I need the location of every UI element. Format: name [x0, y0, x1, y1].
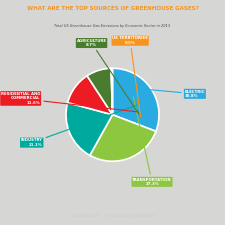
Wedge shape: [87, 68, 112, 115]
Wedge shape: [111, 68, 112, 115]
Text: ⌓ @CLIMATEREALITY      f  FACEBOOK.COM/CLIMATEREALITY: ⌓ @CLIMATEREALITY f FACEBOOK.COM/CLIMATE…: [69, 214, 156, 217]
Text: RESIDENTIAL AND
COMMERCIAL
11.6%: RESIDENTIAL AND COMMERCIAL 11.6%: [1, 92, 138, 112]
Wedge shape: [66, 103, 112, 155]
Text: WHAT ARE THE TOP SOURCES OF GREENHOUSE GASES?: WHAT ARE THE TOP SOURCES OF GREENHOUSE G…: [27, 6, 198, 11]
Wedge shape: [90, 115, 156, 161]
Text: US TERRITORIES
0.5%: US TERRITORIES 0.5%: [112, 36, 148, 117]
Text: AGRICULTURE
8.7%: AGRICULTURE 8.7%: [76, 39, 140, 115]
Wedge shape: [68, 76, 112, 115]
Text: Total US Greenhouse Gas Emissions by Economic Sector in 2013: Total US Greenhouse Gas Emissions by Eco…: [54, 24, 171, 28]
Text: TRANSPORTATION
27.3%: TRANSPORTATION 27.3%: [132, 97, 172, 186]
Text: ELECTRIC
30.8%: ELECTRIC 30.8%: [123, 87, 205, 98]
Wedge shape: [112, 68, 159, 131]
Text: INDUSTRY
21.1%: INDUSTRY 21.1%: [21, 105, 137, 147]
